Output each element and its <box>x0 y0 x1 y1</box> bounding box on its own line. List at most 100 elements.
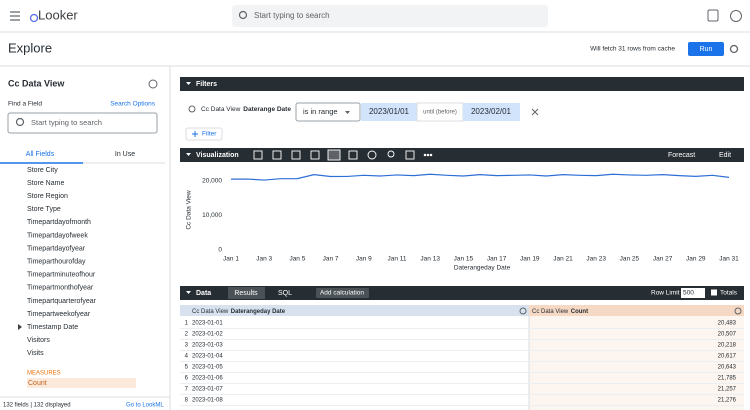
dimension-field[interactable]: Timepartmonthofyear <box>27 285 94 292</box>
gear-icon[interactable] <box>188 105 196 113</box>
section-bar[interactable] <box>180 77 744 91</box>
filter-view: Cc Data View <box>201 106 241 113</box>
logo-mark <box>29 13 39 23</box>
column-header[interactable]: Cc Data View Daterangeday Date <box>192 309 286 315</box>
field-search[interactable] <box>7 112 158 134</box>
scatter-icon[interactable] <box>310 150 320 160</box>
date-cell: 2023-01-04 <box>192 354 223 360</box>
logo[interactable]: Looker <box>38 7 78 22</box>
more-dot[interactable] <box>426 153 430 157</box>
more-dot[interactable] <box>429 153 433 157</box>
row-number: 2 <box>185 332 189 338</box>
hamburger[interactable] <box>10 11 20 21</box>
operator-select[interactable] <box>295 102 361 122</box>
section-title: Data <box>196 290 211 297</box>
dimension-field[interactable]: Timeparthourofday <box>27 259 86 266</box>
cache-note: Will fetch 31 rows from cache <box>590 46 675 53</box>
search-options[interactable]: Search Options <box>110 101 156 108</box>
date-input[interactable] <box>463 103 520 121</box>
settings-icon[interactable] <box>729 44 739 54</box>
edit-button[interactable]: Edit <box>719 152 731 159</box>
search-placeholder: Start typing to search <box>254 11 330 20</box>
view-name: Cc Data View <box>8 78 65 88</box>
help-icon[interactable] <box>707 9 719 22</box>
range-separator: until (before) <box>423 110 457 116</box>
single-value-icon[interactable] <box>405 150 415 160</box>
dimension-field[interactable]: Timepartdayofmonth <box>27 219 91 226</box>
line-icon-active[interactable] <box>327 149 341 161</box>
info-icon[interactable] <box>148 79 158 89</box>
column-gear[interactable] <box>519 307 527 315</box>
dimension-field[interactable]: Store City <box>27 167 58 174</box>
date-cell: 2023-01-05 <box>192 365 223 371</box>
tab[interactable]: SQL <box>278 290 292 297</box>
more-dot[interactable] <box>423 153 427 157</box>
tab[interactable]: All Fields <box>26 151 55 158</box>
search-icon <box>238 10 248 20</box>
lookml-link[interactable]: Go to LookML <box>126 403 164 409</box>
section-title: Filters <box>196 81 217 88</box>
x-tick-label: Jan 25 <box>620 256 640 263</box>
data-line <box>230 173 730 181</box>
date-input[interactable] <box>361 103 417 121</box>
column-icon[interactable] <box>272 150 282 160</box>
start-date: 2023/01/01 <box>369 107 410 116</box>
map-icon[interactable] <box>387 150 395 158</box>
remove-filter[interactable] <box>531 108 539 116</box>
x-tick-label: Jan 29 <box>686 256 706 263</box>
tab[interactable]: In Use <box>115 151 135 158</box>
dimension-field[interactable]: Timepartminuteofhour <box>27 272 96 279</box>
count-cell: 20,218 <box>718 343 737 349</box>
row-limit-input[interactable] <box>681 288 705 298</box>
table-icon[interactable] <box>253 150 263 160</box>
account-icon[interactable] <box>730 10 742 22</box>
date-cell: 2023-01-03 <box>192 343 223 349</box>
x-tick-label: Jan 5 <box>289 256 305 263</box>
pie-icon[interactable] <box>367 150 377 160</box>
count-cell: 20,483 <box>718 321 737 327</box>
dimension-field[interactable]: Store Region <box>27 193 68 200</box>
bar-icon[interactable] <box>291 150 301 160</box>
x-tick-label: Jan 15 <box>454 256 474 263</box>
forecast-button[interactable]: Forecast <box>668 152 695 159</box>
column-header[interactable]: Cc Data View Count <box>532 309 588 315</box>
dimension-field[interactable]: Timepartdayofweek <box>27 232 88 239</box>
date-cell: 2023-01-06 <box>192 376 223 382</box>
y-tick-label: 20,000 <box>202 178 222 185</box>
dimension-field[interactable]: Timestamp Date <box>27 324 78 331</box>
row-number: 7 <box>185 387 189 393</box>
add-calculation-button[interactable] <box>316 288 369 298</box>
dimension-field[interactable]: Timepartquarterofyear <box>27 298 97 305</box>
area-icon[interactable] <box>348 150 358 160</box>
dimension-field[interactable]: Timepartweekofyear <box>27 311 91 318</box>
count-cell: 20,617 <box>718 354 737 360</box>
dimension-field[interactable]: Store Name <box>27 180 64 187</box>
search-icon <box>15 117 25 127</box>
totals-checkbox[interactable] <box>711 289 717 296</box>
count-cell: 21,276 <box>718 398 737 404</box>
active-tab[interactable] <box>228 287 265 299</box>
x-tick-label: Jan 17 <box>487 256 507 263</box>
measure-field[interactable]: Count <box>28 380 47 387</box>
run-button[interactable] <box>688 42 724 56</box>
field-search-placeholder: Start typing to search <box>31 118 102 127</box>
x-tick-label: Jan 27 <box>653 256 673 263</box>
search-box[interactable] <box>232 5 548 27</box>
x-tick-label: Jan 11 <box>387 256 406 263</box>
dimension-field[interactable]: Timepartdayofyear <box>27 245 86 252</box>
date-cell: 2023-01-02 <box>192 332 223 338</box>
x-tick-label: Jan 21 <box>553 256 573 263</box>
dimension-field[interactable]: Store Type <box>27 206 61 213</box>
dimension-field[interactable]: Visits <box>27 350 44 357</box>
dimension-field[interactable]: Visitors <box>27 337 50 344</box>
date-cell: 2023-01-08 <box>192 398 223 404</box>
row-limit-label: Row Limit <box>651 290 680 297</box>
x-tick-label: Jan 19 <box>520 256 540 263</box>
section-bar[interactable] <box>180 148 744 162</box>
x-tick-label: Jan 31 <box>719 256 739 263</box>
expand-arrow[interactable] <box>18 324 22 330</box>
column-gear[interactable] <box>734 307 742 315</box>
row-number: 3 <box>185 343 189 349</box>
